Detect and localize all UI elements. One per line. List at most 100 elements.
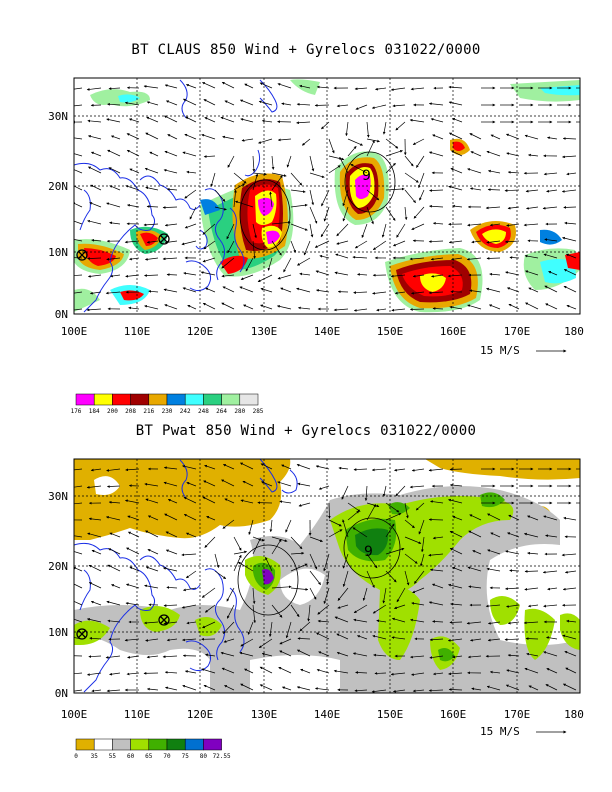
wind-vector [562,155,577,159]
bottom-panel-title: BT Pwat 850 Wind + Gyrelocs 031022/0000 [135,423,477,439]
wind-vector [341,485,349,500]
wind-vector [547,136,558,140]
wind-vector [271,172,287,177]
wind-vector [429,189,444,192]
wind-vector [88,564,102,572]
wind-vector [452,515,463,521]
wind-vector [281,686,292,691]
wind-vector [385,138,399,149]
wind-vector [108,167,121,174]
wind-vector [129,257,140,261]
wind-vector [74,502,83,505]
wind-vector [404,189,416,204]
wind-vector [448,185,463,191]
wind-vector [542,206,558,210]
wind-vector [221,479,235,487]
wind-vector [467,566,482,572]
wind-vector [428,601,444,606]
wind-vector [146,240,159,244]
wind-vector [89,291,102,295]
wind-vector [354,689,368,693]
colorbar-swatch [130,738,150,751]
wind-vector [328,165,341,174]
wind-vector [74,535,83,538]
colorbar-tick-label: 55 [109,753,117,760]
wind-vector [109,532,121,538]
wind-vector [486,240,501,244]
wind-vector [390,274,406,278]
wind-vector [277,138,292,142]
circle-x-marker [76,249,88,261]
wind-vector [163,288,178,293]
wind-vector [259,684,273,691]
top-lat-label: 20N [48,180,68,193]
bottom-reference-vector-label: 15 M/S [480,725,520,738]
wind-vector [202,257,216,263]
wind-vector [227,240,235,254]
wind-vector [432,134,444,140]
wind-vector [328,138,335,154]
wind-vector [166,638,178,642]
wind-vector [186,170,197,174]
wind-vector [271,221,291,225]
wind-vector [448,240,463,244]
wind-vector [527,551,539,555]
wind-vector [204,604,216,613]
wind-vector [366,121,370,138]
wind-vector [487,188,501,191]
wind-vector [202,621,216,629]
wind-vector [336,240,349,245]
wind-vector [392,104,406,108]
wind-vector [366,504,377,521]
wind-vector [164,513,178,521]
wind-vector [87,274,102,278]
wind-vector [240,638,254,647]
wind-vector [452,117,463,123]
wind-vector [162,655,178,659]
wind-vector [385,149,403,157]
wind-vector [390,87,406,91]
wind-vector [74,672,83,675]
wind-vector [431,583,444,589]
wind-vector [366,206,374,225]
wind-vector [566,304,577,310]
wind-vector [214,206,227,211]
wind-vector [214,570,227,579]
colorbar-tick-label: 80 [200,753,208,760]
wind-vector [468,585,482,589]
wind-vector [233,183,246,191]
wind-vector [109,221,121,225]
wind-vector [296,649,311,657]
wind-vector [87,135,102,140]
wind-vector [506,152,520,157]
wind-vector [297,306,311,310]
wind-vector [326,570,330,585]
wind-vector [485,206,501,210]
top-coastlines [74,79,278,313]
wind-vector [373,653,387,657]
wind-vector [126,547,140,555]
wind-vector [261,481,273,487]
wind-vector [563,206,577,209]
wind-vector [364,485,368,502]
wind-vector [237,561,254,572]
wind-vector [315,465,330,470]
wind-vector [448,688,463,691]
wind-vector [449,621,463,624]
wind-vector [106,600,121,606]
wind-vector [371,468,387,472]
wind-vector [309,587,317,600]
wind-vector [354,240,368,249]
wind-vector [125,274,140,278]
bottom-lon-label: 170E [504,708,531,721]
wind-vector [412,138,425,145]
wind-vector [269,191,273,208]
wind-vector [226,604,235,619]
wind-vector [285,621,292,639]
wind-vector [431,274,444,278]
wind-vector [543,172,558,176]
wind-vector [144,257,159,261]
wind-vector [507,532,520,538]
wind-vector [107,564,121,572]
wind-vector [366,189,380,201]
